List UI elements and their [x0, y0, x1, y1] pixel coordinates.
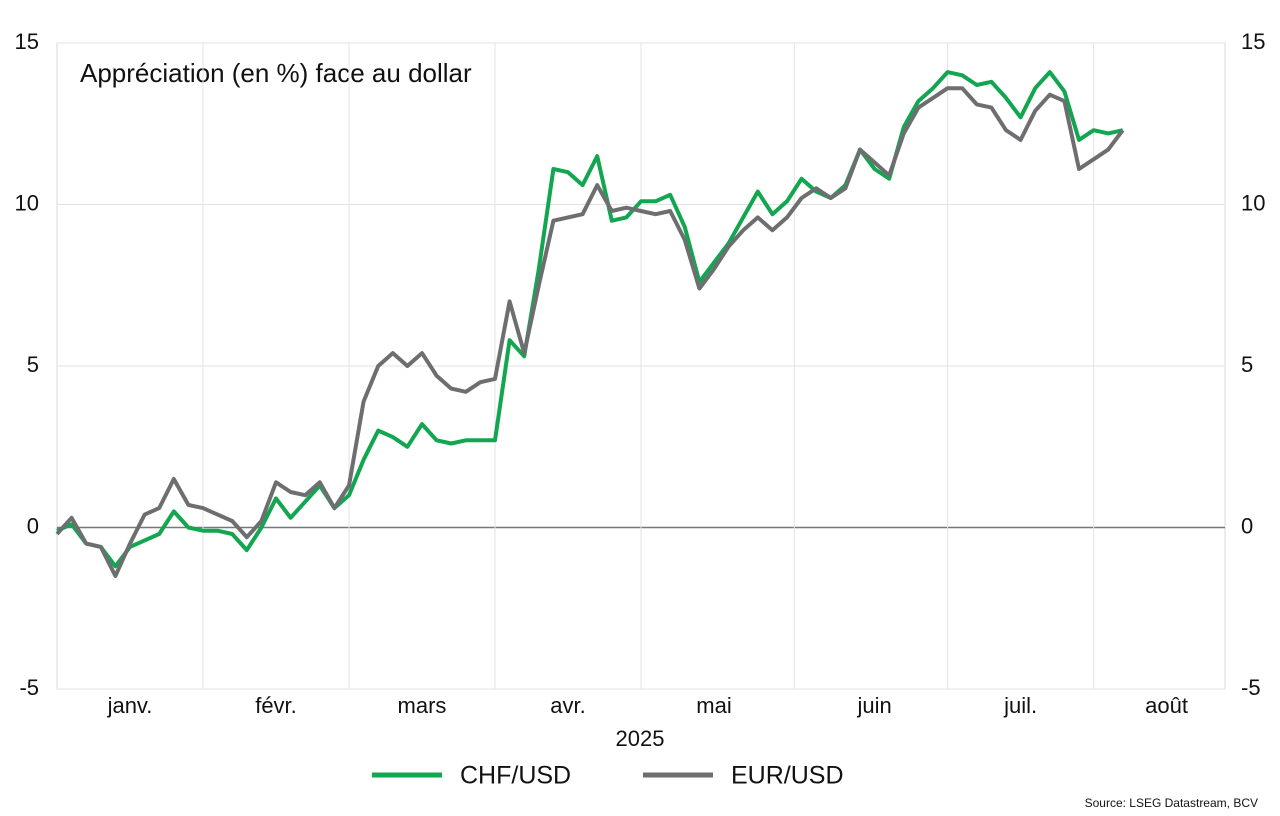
x-tick-label: févr. — [255, 693, 297, 718]
series-line — [56, 70, 1124, 569]
x-tick-label: mars — [398, 693, 447, 718]
y2-tick-label: 0 — [1241, 513, 1253, 538]
y-tick-label: 5 — [27, 352, 39, 377]
y-tick-label: 0 — [27, 513, 39, 538]
legend-label: CHF/USD — [460, 762, 571, 790]
y2-tick-label: 15 — [1241, 29, 1265, 54]
y-tick-label: 10 — [15, 190, 39, 215]
y2-tick-label: 10 — [1241, 190, 1265, 215]
x-tick-label: avr. — [550, 693, 585, 718]
source: Source: LSEG Datastream, BCV — [1085, 796, 1258, 810]
x-tick-label: juin — [856, 693, 891, 718]
chart-title: Appréciation (en %) face au dollar — [80, 58, 472, 88]
y2-tick-label: -5 — [1241, 675, 1261, 700]
x-tick-label: janv. — [107, 693, 153, 718]
x-tick-label: août — [1145, 693, 1188, 718]
legend-label: EUR/USD — [731, 762, 844, 790]
x-axis-label: 2025 — [616, 726, 665, 751]
series-line — [55, 86, 1125, 578]
y-tick-label: 15 — [15, 29, 39, 54]
x-tick-label: juil. — [1003, 693, 1037, 718]
y-tick-label: -5 — [19, 675, 39, 700]
y2-tick-label: 5 — [1241, 352, 1253, 377]
x-tick-label: mai — [696, 693, 731, 718]
